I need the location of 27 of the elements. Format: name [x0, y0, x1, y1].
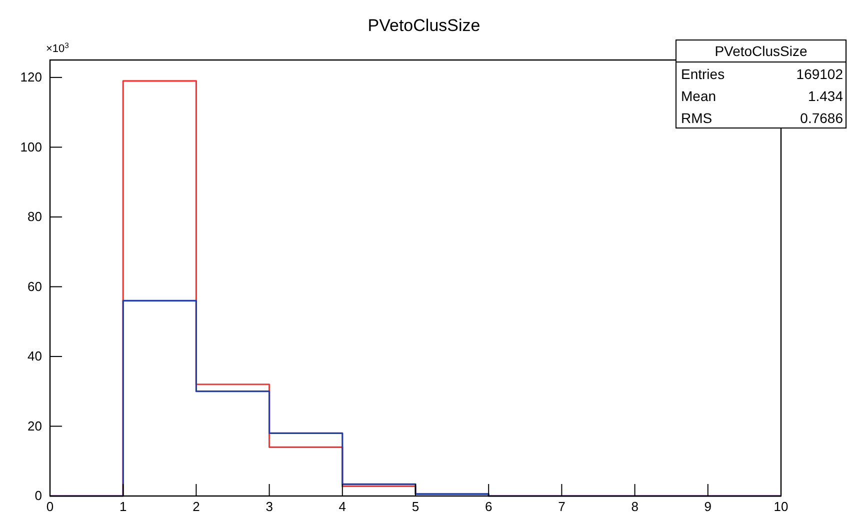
x-tick-label: 2	[192, 499, 200, 514]
y-tick-label: 40	[28, 348, 42, 364]
y-tick-label: 100	[20, 139, 42, 154]
y-tick-label: 20	[28, 418, 42, 434]
annotation: Entries	[681, 66, 725, 82]
annotation: RMS	[681, 110, 712, 126]
x-tick-label: 3	[266, 499, 273, 514]
x-tick-label: 0	[46, 499, 54, 514]
y-tick-label: 60	[28, 278, 42, 294]
x-tick-label: 7	[558, 499, 566, 514]
x-tick-label: 1	[119, 499, 127, 514]
x-tick-label: 4	[338, 499, 346, 514]
annotation: Mean	[681, 88, 716, 104]
y-tick-label: 120	[20, 70, 42, 85]
text: 169102	[796, 66, 844, 82]
y-tick-label: 0	[34, 488, 42, 504]
text: ×10$^{3}$	[46, 40, 69, 55]
chart-title: PVetoClusSize	[368, 16, 480, 35]
x-tick-label: 9	[704, 499, 712, 514]
text: 1.434	[808, 88, 844, 104]
x-tick-label: 6	[484, 499, 492, 514]
text: 0.7686	[800, 110, 844, 126]
text: PVetoClusSize	[714, 43, 808, 59]
y-tick-label: 80	[28, 209, 42, 224]
x-tick-label: 8	[631, 499, 638, 514]
x-tick-label: 5	[412, 499, 420, 514]
x-tick-label: 10	[774, 499, 788, 514]
